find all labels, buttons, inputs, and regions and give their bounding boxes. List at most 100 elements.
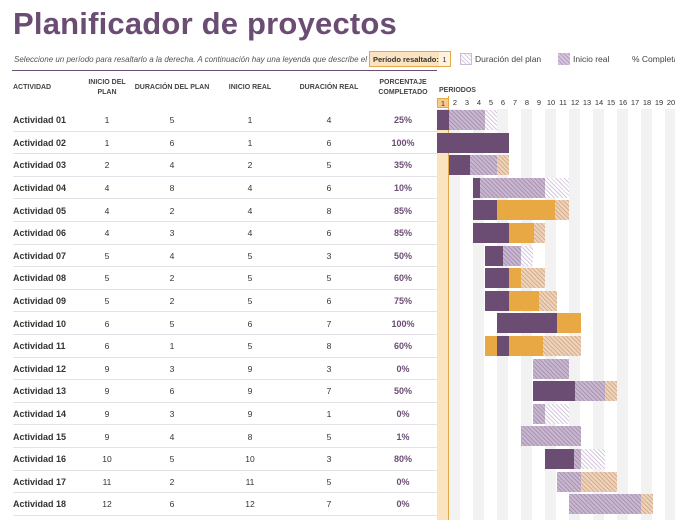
plan-duration-value: 6 <box>169 137 175 148</box>
period-number: 6 <box>500 98 506 107</box>
plan-start-value: 5 <box>104 273 110 284</box>
percent-complete-beyond-bar <box>557 313 581 334</box>
table-row[interactable]: Actividad 12 9 3 9 3 0% <box>13 358 437 381</box>
table-row[interactable]: Actividad 05 4 2 4 8 85% <box>13 199 437 222</box>
page-title: Planificador de proyectos <box>13 6 397 41</box>
plan-duration-value: 3 <box>169 409 175 420</box>
plan-start-value: 4 <box>104 183 110 194</box>
real-start-value: 5 <box>247 341 253 352</box>
percent-complete-value: 35% <box>393 160 412 171</box>
plan-start-value: 9 <box>104 409 110 420</box>
real-duration-value: 6 <box>326 137 332 148</box>
actual-bar <box>437 110 485 130</box>
row-divider <box>13 492 437 494</box>
table-row[interactable]: Actividad 10 6 5 6 7 100% <box>13 312 437 335</box>
table-row[interactable]: Actividad 07 5 4 5 3 50% <box>13 245 437 268</box>
plan-duration-value: 3 <box>169 228 175 239</box>
period-number: 19 <box>654 98 664 107</box>
percent-complete-value: 0% <box>396 476 410 487</box>
percent-complete-bar <box>485 290 509 311</box>
plan-duration-value: 5 <box>169 115 175 126</box>
table-row[interactable]: Actividad 01 1 5 1 4 25% <box>13 109 437 132</box>
plan-start-value: 11 <box>102 476 112 487</box>
period-number: 16 <box>618 98 628 107</box>
header-percent-complete: PORCENTAJE COMPLETADO <box>378 79 428 96</box>
real-start-value: 5 <box>247 250 253 261</box>
real-start-value: 9 <box>247 409 253 420</box>
percent-complete-bar <box>473 200 497 221</box>
table-row[interactable]: Actividad 02 1 6 1 6 100% <box>13 132 437 155</box>
real-duration-value: 5 <box>326 273 332 284</box>
real-start-value: 1 <box>247 115 253 126</box>
table-row[interactable]: Actividad 08 5 2 5 5 60% <box>13 267 437 290</box>
real-start-value: 12 <box>245 499 255 510</box>
period-number: 9 <box>536 98 542 107</box>
percent-complete-early-bar <box>485 336 497 356</box>
highlight-period-input[interactable]: 1 <box>438 52 450 66</box>
plan-start-value: 6 <box>104 341 110 352</box>
highlight-period-control[interactable]: Período resaltado: 1 <box>369 51 451 67</box>
table-row[interactable]: Actividad 17 11 2 11 5 0% <box>13 471 437 494</box>
real-duration-value: 3 <box>326 454 332 465</box>
table-row[interactable]: Actividad 13 9 6 9 7 50% <box>13 380 437 403</box>
percent-complete-bar <box>449 155 470 176</box>
real-start-value: 9 <box>247 363 253 374</box>
percent-complete-value: 80% <box>393 454 412 465</box>
period-column <box>473 109 484 520</box>
table-row[interactable]: Actividad 16 10 5 10 3 80% <box>13 448 437 471</box>
row-divider <box>13 175 437 177</box>
plan-duration-value: 5 <box>169 318 175 329</box>
real-start-value: 4 <box>247 228 253 239</box>
real-duration-value: 6 <box>326 228 332 239</box>
real-start-value: 4 <box>247 183 253 194</box>
row-divider <box>13 424 437 426</box>
header-plan-duration: DURACIÓN DEL PLAN <box>134 84 210 91</box>
actual-bar <box>533 358 569 379</box>
table-row[interactable]: Actividad 06 4 3 4 6 85% <box>13 222 437 245</box>
table-row[interactable]: Actividad 04 4 8 4 6 10% <box>13 177 437 200</box>
table-row[interactable]: Actividad 15 9 4 8 5 1% <box>13 425 437 448</box>
legend-complete-label: % Completado <box>632 54 675 64</box>
percent-complete-early-bar <box>521 426 522 447</box>
real-duration-value: 8 <box>326 341 332 352</box>
percent-complete-bar <box>473 223 509 243</box>
plan-duration-value: 2 <box>169 296 175 307</box>
activity-name: Actividad 05 <box>13 205 67 216</box>
period-column <box>641 109 652 520</box>
row-divider <box>13 401 437 403</box>
percent-complete-beyond-bar <box>509 268 521 289</box>
plan-duration-value: 2 <box>169 205 175 216</box>
table-row[interactable]: Actividad 09 5 2 5 6 75% <box>13 290 437 313</box>
period-column <box>449 109 460 520</box>
real-duration-value: 3 <box>326 250 332 261</box>
percent-complete-value: 100% <box>391 137 415 148</box>
period-number: 2 <box>452 98 458 107</box>
period-number: 11 <box>559 98 567 107</box>
row-divider <box>13 130 437 132</box>
real-start-value: 6 <box>247 318 253 329</box>
activity-name: Actividad 13 <box>13 386 67 397</box>
period-number: 17 <box>630 98 640 107</box>
real-start-value: 10 <box>245 454 255 465</box>
activity-name: Actividad 10 <box>13 318 67 329</box>
percent-complete-bar <box>437 132 509 153</box>
plan-duration-value: 6 <box>169 386 175 397</box>
table-row[interactable]: Actividad 11 6 1 5 8 60% <box>13 335 437 358</box>
legend-plan: Duración del plan <box>460 52 541 66</box>
table-row[interactable]: Actividad 14 9 3 9 1 0% <box>13 403 437 426</box>
activity-name: Actividad 18 <box>13 499 67 510</box>
table-row[interactable]: Actividad 03 2 4 2 5 35% <box>13 154 437 177</box>
real-duration-value: 4 <box>326 115 332 126</box>
period-number: 15 <box>606 98 616 107</box>
percent-complete-beyond-bar <box>509 223 535 243</box>
period-column <box>617 109 628 520</box>
percent-complete-value: 10% <box>393 183 412 194</box>
real-start-value: 5 <box>247 296 253 307</box>
table-row[interactable]: Actividad 18 12 6 12 7 0% <box>13 493 437 516</box>
plan-start-value: 10 <box>102 454 112 465</box>
row-divider <box>13 447 437 448</box>
row-divider <box>13 221 437 222</box>
percent-complete-bar <box>485 268 509 289</box>
plan-start-value: 9 <box>104 386 110 397</box>
activity-name: Actividad 09 <box>13 296 67 307</box>
